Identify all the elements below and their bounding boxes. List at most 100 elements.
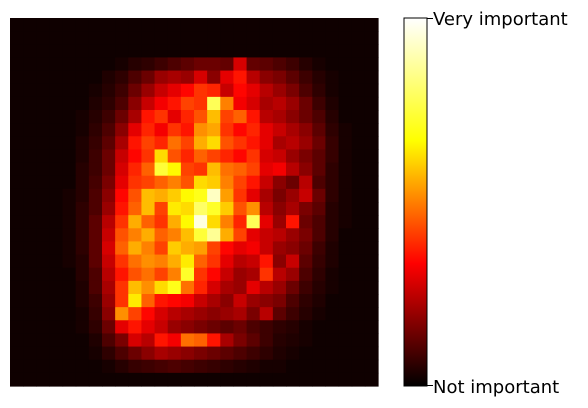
heatmap-cell [259,70,274,85]
heatmap-cell [312,110,327,124]
heatmap-cell [259,202,274,216]
heatmap-cell [286,228,300,243]
heatmap-cell [10,346,24,361]
heatmap-cell [194,18,208,32]
heatmap-cell [325,18,340,32]
heatmap-cell [299,267,313,282]
heatmap-cell [364,228,379,243]
heatmap-cell [75,31,90,45]
heatmap-cell [286,267,300,282]
heatmap-cell [233,202,248,216]
heatmap-cell [312,267,327,282]
heatmap-cell [36,136,51,151]
heatmap-cell [351,228,366,243]
heatmap-cell [102,294,116,308]
heatmap-cell [299,175,313,190]
heatmap-cell [233,320,248,335]
heatmap-cell [115,110,129,124]
heatmap-cell [62,241,77,256]
heatmap-cell [272,57,287,72]
heatmap-cell [233,70,248,85]
heatmap-cell [286,175,300,190]
heatmap-cell [194,241,208,256]
heatmap-cell [49,96,64,111]
heatmap-cell [128,136,143,151]
heatmap-cell [49,83,64,98]
heatmap-cell [299,31,313,45]
heatmap-cell [102,44,116,59]
heatmap-cell [351,320,366,335]
heatmap-cell [88,320,103,335]
heatmap-cell [233,280,248,295]
heatmap-cell [364,57,379,72]
heatmap-cell [141,44,156,59]
heatmap-cell [115,83,129,98]
heatmap-cell [10,280,24,295]
heatmap-cell [154,294,169,308]
heatmap-cell [299,136,313,151]
heatmap-cell [207,18,221,32]
heatmap-cell [194,31,208,45]
heatmap-cell [325,228,340,243]
heatmap-cell [154,280,169,295]
heatmap-cell [207,320,221,335]
heatmap-cell [233,123,248,137]
heatmap-cell [10,202,24,216]
heatmap-cell [299,44,313,59]
heatmap-cell [351,31,366,45]
heatmap-cell [233,44,248,59]
heatmap-cell [338,228,353,243]
heatmap-cell [338,149,353,164]
heatmap-cell [246,294,261,308]
heatmap-cell [364,175,379,190]
heatmap-cell [246,267,261,282]
heatmap-cell [259,267,274,282]
heatmap-cell [62,307,77,321]
heatmap-cell [23,280,37,295]
heatmap-cell [154,31,169,45]
heatmap-cell [299,162,313,177]
heatmap-cell [364,18,379,32]
heatmap-cell [259,110,274,124]
heatmap-cell [167,202,182,216]
heatmap-cell [286,96,300,111]
heatmap-cell [88,18,103,32]
heatmap-cell [49,162,64,177]
heatmap-cell [75,149,90,164]
heatmap-cell [351,307,366,321]
heatmap-cell [102,96,116,111]
heatmap-cell [272,241,287,256]
heatmap-cell [286,320,300,335]
heatmap-cell [194,149,208,164]
heatmap-cell [49,241,64,256]
heatmap-cell [338,215,353,229]
heatmap-cell [286,215,300,229]
heatmap-cell [325,294,340,308]
heatmap-cell [115,44,129,59]
heatmap-cell [246,162,261,177]
heatmap-cell [23,162,37,177]
heatmap-cell [207,215,221,229]
heatmap-cell [10,320,24,335]
heatmap-cell [207,294,221,308]
heatmap-cell [23,228,37,243]
heatmap-cell [312,202,327,216]
heatmap-cell [49,280,64,295]
heatmap-cell [312,70,327,85]
heatmap-cell [338,307,353,321]
heatmap-cell [364,359,379,374]
heatmap-cell [23,215,37,229]
heatmap-cell [23,110,37,124]
heatmap-cell [233,136,248,151]
heatmap-cell [115,202,129,216]
heatmap-cell [364,149,379,164]
heatmap-cell [351,149,366,164]
heatmap-cell [312,280,327,295]
heatmap-cell [259,241,274,256]
heatmap-cell [10,254,24,269]
heatmap-cell [128,123,143,137]
heatmap-cell [325,307,340,321]
heatmap-cell [62,320,77,335]
heatmap-cell [246,44,261,59]
heatmap-cell [299,188,313,203]
